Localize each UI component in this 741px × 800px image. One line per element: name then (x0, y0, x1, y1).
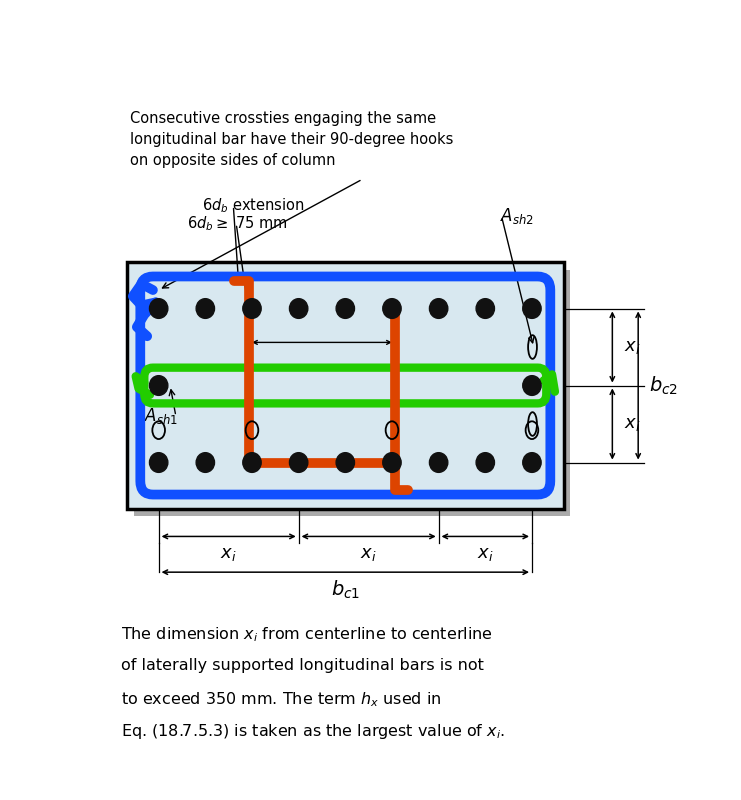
Circle shape (150, 453, 168, 472)
Circle shape (522, 298, 541, 318)
Text: $6\boldsymbol{d_b}$$\geq$ 75 mm: $6\boldsymbol{d_b}$$\geq$ 75 mm (187, 214, 288, 233)
Text: $\boldsymbol{x_i}$: $\boldsymbol{x_i}$ (220, 545, 237, 562)
Circle shape (522, 453, 541, 472)
Circle shape (430, 453, 448, 472)
Circle shape (336, 453, 354, 472)
Circle shape (522, 376, 541, 395)
Text: $\boldsymbol{x_i}$: $\boldsymbol{x_i}$ (624, 338, 640, 356)
Bar (127, 262, 564, 509)
Circle shape (476, 453, 494, 472)
Circle shape (383, 298, 401, 318)
Circle shape (196, 453, 214, 472)
Text: to exceed 350 mm. The term $\boldsymbol{h_x}$ used in: to exceed 350 mm. The term $\boldsymbol{… (122, 690, 442, 709)
Circle shape (150, 376, 168, 395)
Text: Eq. (18.7.5.3) is taken as the largest value of $\boldsymbol{x_i}$.: Eq. (18.7.5.3) is taken as the largest v… (122, 722, 505, 741)
Text: $\boldsymbol{x_i}$: $\boldsymbol{x_i}$ (477, 545, 494, 562)
Text: $\boldsymbol{b_{c1}}$: $\boldsymbol{b_{c1}}$ (330, 578, 360, 601)
Circle shape (243, 298, 261, 318)
Text: $6\boldsymbol{d_b}$ extension: $6\boldsymbol{d_b}$ extension (202, 196, 305, 215)
Circle shape (243, 453, 261, 472)
Circle shape (430, 298, 448, 318)
Circle shape (150, 298, 168, 318)
Circle shape (290, 453, 308, 472)
Circle shape (476, 298, 494, 318)
Text: The dimension $\boldsymbol{x_i}$ from centerline to centerline: The dimension $\boldsymbol{x_i}$ from ce… (122, 626, 493, 645)
Text: $\boldsymbol{x_i}$: $\boldsymbol{x_i}$ (360, 545, 377, 562)
Circle shape (290, 298, 308, 318)
Text: Consecutive crossties engaging the same
longitudinal bar have their 90-degree ho: Consecutive crossties engaging the same … (130, 111, 453, 168)
Circle shape (383, 453, 401, 472)
Text: $\boldsymbol{x_i}$: $\boldsymbol{x_i}$ (624, 415, 640, 433)
Text: $\boldsymbol{A_{sh1}}$: $\boldsymbol{A_{sh1}}$ (144, 406, 179, 426)
Bar (134, 270, 571, 516)
Text: $\boldsymbol{A_{sh2}}$: $\boldsymbol{A_{sh2}}$ (500, 206, 534, 226)
Text: of laterally supported longitudinal bars is not: of laterally supported longitudinal bars… (122, 658, 484, 673)
Circle shape (336, 298, 354, 318)
Text: $\boldsymbol{b_{c2}}$: $\boldsymbol{b_{c2}}$ (648, 374, 678, 397)
Circle shape (196, 298, 214, 318)
